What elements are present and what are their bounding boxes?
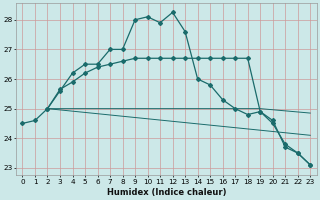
X-axis label: Humidex (Indice chaleur): Humidex (Indice chaleur) — [107, 188, 226, 197]
